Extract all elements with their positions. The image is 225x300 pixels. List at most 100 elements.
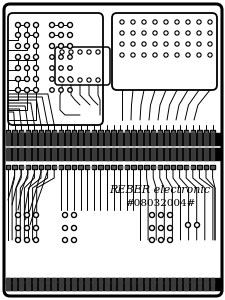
Bar — [79, 278, 82, 290]
Circle shape — [119, 31, 124, 35]
Bar — [52, 166, 55, 168]
Bar — [99, 166, 101, 168]
Bar — [13, 148, 16, 160]
Bar — [151, 166, 154, 168]
Circle shape — [51, 78, 53, 80]
Circle shape — [26, 89, 28, 91]
Circle shape — [67, 22, 72, 28]
Circle shape — [142, 43, 144, 45]
Circle shape — [51, 56, 53, 58]
Bar — [144, 280, 148, 284]
Bar — [157, 278, 161, 290]
Bar — [124, 148, 128, 160]
Bar — [191, 131, 194, 133]
Bar — [137, 130, 142, 134]
Bar — [33, 166, 36, 168]
Bar — [163, 130, 168, 134]
Bar — [190, 133, 194, 145]
Bar — [111, 130, 115, 134]
Circle shape — [79, 51, 81, 53]
Circle shape — [141, 53, 145, 57]
Bar — [32, 148, 36, 160]
Circle shape — [130, 20, 134, 24]
Bar — [203, 165, 207, 169]
Circle shape — [132, 43, 133, 45]
Bar — [65, 280, 69, 284]
Circle shape — [142, 21, 144, 23]
Circle shape — [194, 223, 199, 227]
Circle shape — [60, 50, 64, 54]
Circle shape — [16, 76, 20, 82]
Bar — [7, 281, 9, 283]
Circle shape — [71, 212, 76, 217]
Bar — [210, 278, 214, 290]
Circle shape — [60, 24, 62, 26]
Circle shape — [58, 88, 63, 92]
Bar — [170, 165, 174, 169]
Bar — [144, 166, 147, 168]
Circle shape — [26, 34, 28, 36]
Bar — [203, 148, 207, 160]
Bar — [138, 281, 141, 283]
Bar — [157, 133, 161, 145]
Circle shape — [130, 42, 134, 46]
Bar — [46, 278, 49, 290]
Bar — [118, 166, 121, 168]
Circle shape — [119, 20, 124, 24]
Circle shape — [153, 43, 155, 45]
Bar — [184, 166, 187, 168]
Circle shape — [26, 227, 28, 229]
Bar — [52, 130, 56, 134]
Bar — [184, 148, 187, 160]
Circle shape — [69, 45, 71, 47]
Circle shape — [69, 78, 73, 82]
Circle shape — [132, 32, 133, 34]
Bar — [104, 165, 109, 169]
Circle shape — [16, 238, 20, 242]
Bar — [210, 148, 214, 160]
Circle shape — [186, 43, 188, 45]
Circle shape — [35, 34, 37, 36]
Bar — [124, 130, 128, 134]
Circle shape — [51, 89, 53, 91]
Circle shape — [26, 67, 28, 69]
Bar — [138, 278, 141, 290]
Bar — [171, 166, 174, 168]
Circle shape — [130, 31, 134, 35]
Bar — [52, 165, 56, 169]
Bar — [38, 280, 43, 284]
Bar — [210, 166, 213, 168]
Bar — [204, 131, 207, 133]
Bar — [39, 131, 42, 133]
Circle shape — [163, 31, 167, 35]
Bar — [203, 280, 207, 284]
Bar — [71, 165, 76, 169]
Circle shape — [71, 226, 76, 230]
Bar — [58, 130, 63, 134]
Bar — [177, 280, 181, 284]
Bar — [105, 278, 108, 290]
Bar — [105, 166, 108, 168]
Circle shape — [16, 55, 20, 59]
Bar — [59, 166, 62, 168]
Circle shape — [71, 238, 76, 242]
Bar — [85, 280, 89, 284]
Circle shape — [60, 78, 62, 80]
Bar — [65, 133, 69, 145]
Circle shape — [149, 226, 154, 230]
Bar — [164, 278, 167, 290]
Bar — [85, 166, 88, 168]
Bar — [130, 165, 135, 169]
Circle shape — [174, 42, 178, 46]
Circle shape — [152, 42, 156, 46]
Circle shape — [69, 89, 71, 91]
Bar — [46, 166, 49, 168]
Circle shape — [60, 34, 62, 36]
Bar — [144, 278, 148, 290]
Circle shape — [167, 212, 172, 217]
Circle shape — [33, 238, 38, 242]
Bar — [45, 130, 50, 134]
Bar — [92, 278, 95, 290]
Circle shape — [51, 24, 53, 26]
Bar — [130, 130, 135, 134]
